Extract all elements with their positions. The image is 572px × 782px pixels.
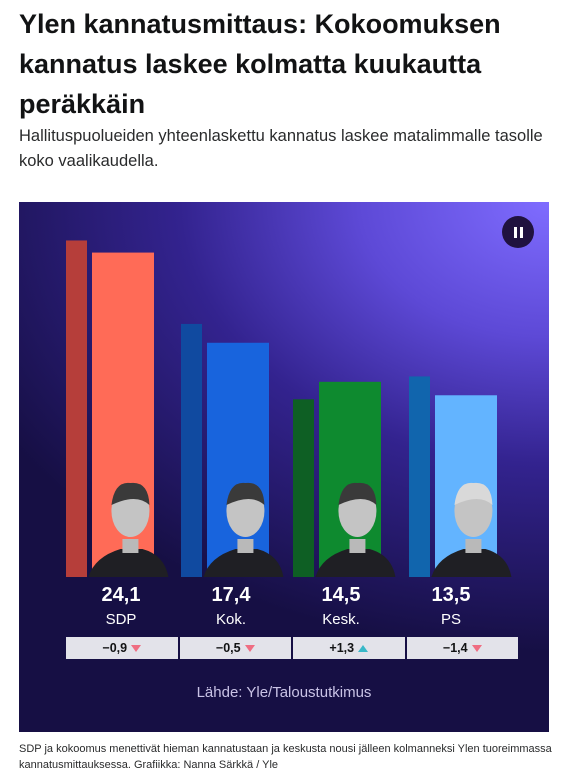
party-name-ps: PS (440, 611, 461, 628)
party-name-sdp: SDP (105, 611, 137, 628)
chart-source: Lähde: Yle/Taloustutkimus (196, 684, 372, 701)
up-triangle-icon (358, 644, 369, 652)
change-value-kesk: +1,3 (329, 641, 355, 655)
value-label-sdp: 24,1 (101, 584, 141, 606)
pause-icon (513, 226, 517, 238)
change-cell-kesk: +1,3 (293, 637, 405, 659)
portrait-kok (203, 482, 284, 577)
bar-previous-kok (181, 323, 202, 577)
party-name-kok: Kok. (215, 611, 246, 628)
value-label-kesk: 14,5 (321, 584, 361, 606)
down-triangle-icon (131, 644, 142, 652)
change-value-kok: −0,5 (215, 641, 241, 655)
article-headline: Ylen kannatusmittaus: Kokoomuksen kannat… (19, 9, 501, 119)
down-triangle-icon (244, 644, 255, 652)
change-cell-sdp: −0,9 (66, 637, 178, 659)
change-value-sdp: −0,9 (102, 641, 128, 655)
bar-previous-sdp (66, 240, 87, 577)
poll-bar-chart (66, 240, 512, 578)
change-cell-ps: −1,4 (406, 637, 518, 659)
portrait-ps (431, 482, 512, 577)
bar-previous-kesk (293, 399, 314, 577)
article-lead: Hallituspuolueiden yhteenlaskettu kannat… (19, 127, 543, 170)
down-triangle-icon (471, 644, 482, 652)
bar-previous-ps (409, 376, 430, 577)
figure-caption: SDP ja kokoomus menettivät hieman kannat… (19, 743, 552, 771)
bar-current-kok (207, 342, 269, 577)
change-strip: −0,9 −0,5 +1,3 −1,4 (66, 637, 518, 659)
change-cell-kok: −0,5 (179, 637, 291, 659)
change-value-ps: −1,4 (442, 641, 468, 655)
portrait-kesk (315, 482, 396, 577)
pause-button[interactable] (502, 216, 534, 248)
party-name-kesk: Kesk. (322, 611, 360, 628)
poll-chart-figure: 24,1 17,4 14,5 13,5 SDP Kok. Kesk. PS −0… (19, 202, 549, 732)
value-label-kok: 17,4 (211, 584, 251, 606)
value-label-ps: 13,5 (431, 584, 471, 606)
portrait-sdp (88, 482, 169, 577)
